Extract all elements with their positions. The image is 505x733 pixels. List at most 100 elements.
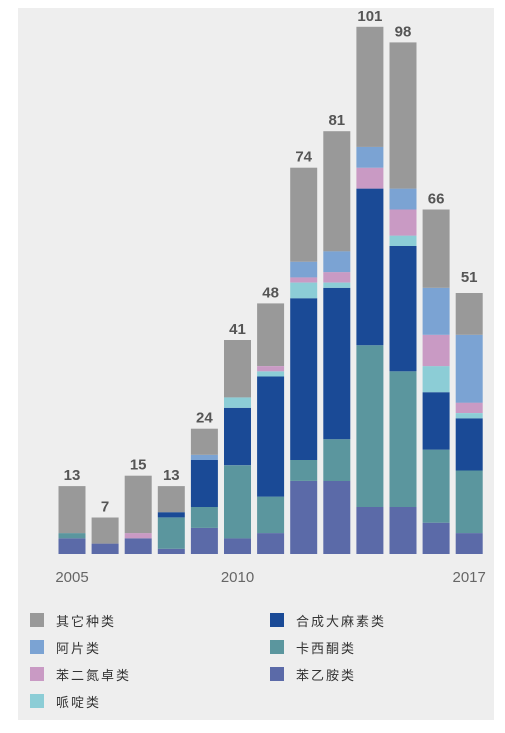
bar-total-label: 66 [428, 191, 445, 208]
bar-segment [389, 507, 417, 554]
bar-segment [257, 303, 285, 366]
bar-segment [389, 235, 417, 246]
bar-segment [422, 334, 450, 367]
legend-label: 合成大麻素类 [296, 614, 387, 630]
bar-segment [389, 42, 417, 189]
bar-segment [257, 376, 285, 497]
bar-segment [124, 475, 152, 534]
bar-segment [257, 496, 285, 534]
bar-segment [224, 340, 251, 398]
bar-segment [422, 209, 450, 288]
bar-total-label: 98 [395, 23, 412, 40]
legend-swatch [30, 613, 44, 627]
legend-label: 苯二氮卓类 [56, 668, 132, 684]
bar-segment [323, 439, 351, 481]
legend-item: 阿片类 [30, 637, 101, 657]
x-tick-label: 2017 [453, 569, 486, 586]
legend-label: 苯乙胺类 [296, 668, 357, 684]
bar-segment [455, 402, 483, 413]
bar-segment [422, 287, 450, 335]
bar-total-label: 13 [64, 467, 81, 484]
legend-swatch [270, 667, 284, 681]
bar-segment [422, 449, 450, 523]
legend-label: 卡西酮类 [296, 641, 357, 657]
bar-total-label: 41 [229, 321, 246, 338]
x-tick-label: 2005 [55, 569, 88, 586]
legend-item: 卡西酮类 [270, 637, 356, 657]
bar-segment [323, 251, 351, 273]
bar-segment [91, 543, 119, 554]
bar-segment [323, 131, 351, 252]
legend-item: 其它种类 [30, 610, 116, 630]
year-labels: 2005 2010 2017 [55, 569, 486, 586]
bar-segment [356, 345, 384, 507]
bar-segment [389, 246, 417, 372]
bar-total-label: 13 [163, 467, 180, 484]
bar-segment [356, 146, 384, 168]
bar-segment [257, 371, 285, 377]
bar-segment [422, 522, 450, 554]
legend-label: 其它种类 [56, 614, 117, 630]
bar-segment [290, 261, 318, 278]
bar-segment [124, 533, 152, 539]
stacked-bar-chart: 13 7 15 13 24 41 48 74 81 101 98 66 51 2005 2010 2017 [55, 8, 486, 586]
legend-item: 苯二氮卓类 [30, 664, 131, 684]
bar-segment [190, 460, 218, 507]
bar-segment [157, 512, 185, 518]
legend-label: 阿片类 [56, 641, 102, 657]
bar-segment [455, 293, 483, 335]
bar-segment [91, 517, 119, 544]
x-tick-label: 2010 [221, 569, 254, 586]
bar-segment [290, 460, 318, 481]
bar-segment [224, 397, 251, 408]
bar-segment [224, 407, 251, 466]
legend-swatch [30, 640, 44, 654]
bar-group [58, 26, 483, 554]
bar-segment [422, 366, 450, 393]
bar-total-label: 15 [130, 457, 147, 474]
bar-segment [58, 533, 86, 539]
legend-swatch [30, 694, 44, 708]
total-labels: 13 7 15 13 24 41 48 74 81 101 98 66 51 [64, 8, 478, 516]
bar-segment [290, 167, 318, 262]
legend-swatch [270, 640, 284, 654]
legend-swatch [30, 667, 44, 681]
bar-segment [323, 282, 351, 288]
bar-segment [356, 167, 384, 189]
bar-segment [190, 507, 218, 528]
bar-segment [455, 334, 483, 403]
bar-segment [389, 209, 417, 236]
bar-segment [455, 470, 483, 534]
bar-total-label: 48 [262, 284, 279, 301]
bar-segment [157, 486, 185, 513]
bar-segment [190, 527, 218, 554]
bar-segment [58, 486, 86, 534]
bar-segment [224, 538, 251, 554]
bar-total-label: 51 [461, 269, 478, 286]
bar-segment [422, 392, 450, 450]
bar-segment [323, 480, 351, 554]
bar-total-label: 74 [295, 149, 312, 166]
bar-segment [157, 517, 185, 549]
bar-segment [58, 538, 86, 554]
legend-item: 合成大麻素类 [270, 610, 386, 630]
bar-segment [190, 428, 218, 455]
bar-segment [290, 282, 318, 299]
bar-total-label: 24 [196, 410, 213, 427]
legend-item: 苯乙胺类 [270, 664, 356, 684]
bar-segment [455, 533, 483, 554]
bar-segment [356, 507, 384, 554]
bar-segment [157, 548, 185, 554]
bar-segment [455, 413, 483, 419]
legend-label: 哌啶类 [56, 695, 102, 711]
bar-segment [356, 26, 384, 147]
bar-segment [323, 272, 351, 283]
bar-segment [389, 188, 417, 210]
bar-segment [356, 188, 384, 346]
bar-segment [290, 277, 318, 283]
bar-segment [389, 371, 417, 507]
bar-total-label: 101 [357, 8, 382, 25]
bar-segment [290, 298, 318, 460]
bar-segment [257, 366, 285, 372]
bar-segment [190, 454, 218, 460]
